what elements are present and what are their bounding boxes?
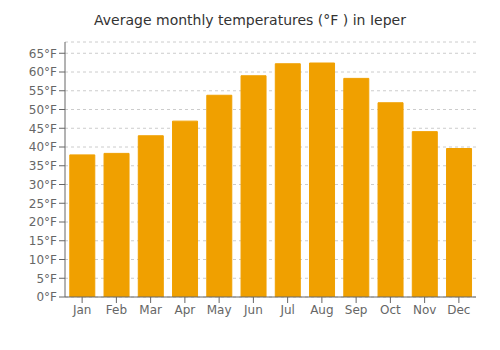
svg-text:Feb: Feb [106, 303, 127, 317]
svg-text:Dec: Dec [447, 303, 470, 317]
svg-text:5°F: 5°F [36, 272, 57, 286]
svg-text:Mar: Mar [139, 303, 162, 317]
svg-text:Oct: Oct [380, 303, 401, 317]
svg-text:Jul: Jul [279, 303, 294, 317]
svg-text:Aug: Aug [310, 303, 333, 317]
svg-text:Jun: Jun [243, 303, 263, 317]
svg-text:20°F: 20°F [29, 215, 57, 229]
svg-text:0°F: 0°F [36, 290, 57, 304]
svg-text:45°F: 45°F [29, 122, 57, 136]
svg-text:15°F: 15°F [29, 234, 57, 248]
html-text:Average monthly temperatures (: Average monthly temperatures (°F ) in Ie… [94, 12, 406, 28]
svg-text:Apr: Apr [174, 303, 195, 317]
svg-text:50°F: 50°F [29, 103, 57, 117]
svg-text:40°F: 40°F [29, 140, 57, 154]
svg-text:Sep: Sep [345, 303, 368, 317]
svg-text:55°F: 55°F [29, 84, 57, 98]
svg-text:Nov: Nov [413, 303, 436, 317]
svg-text:May: May [207, 303, 232, 317]
svg-text:25°F: 25°F [29, 197, 57, 211]
svg-text:10°F: 10°F [29, 253, 57, 267]
svg-text:65°F: 65°F [29, 47, 57, 61]
svg-text:35°F: 35°F [29, 159, 57, 173]
svg-text:60°F: 60°F [29, 65, 57, 79]
svg-text:Jan: Jan [72, 303, 92, 317]
svg-text:30°F: 30°F [29, 178, 57, 192]
